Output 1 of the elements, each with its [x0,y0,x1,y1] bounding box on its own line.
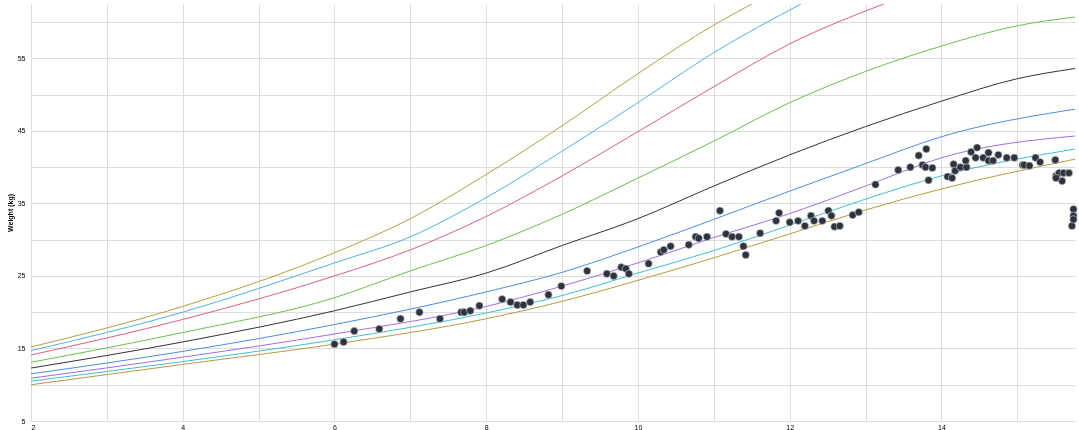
line-series [31,16,1075,363]
